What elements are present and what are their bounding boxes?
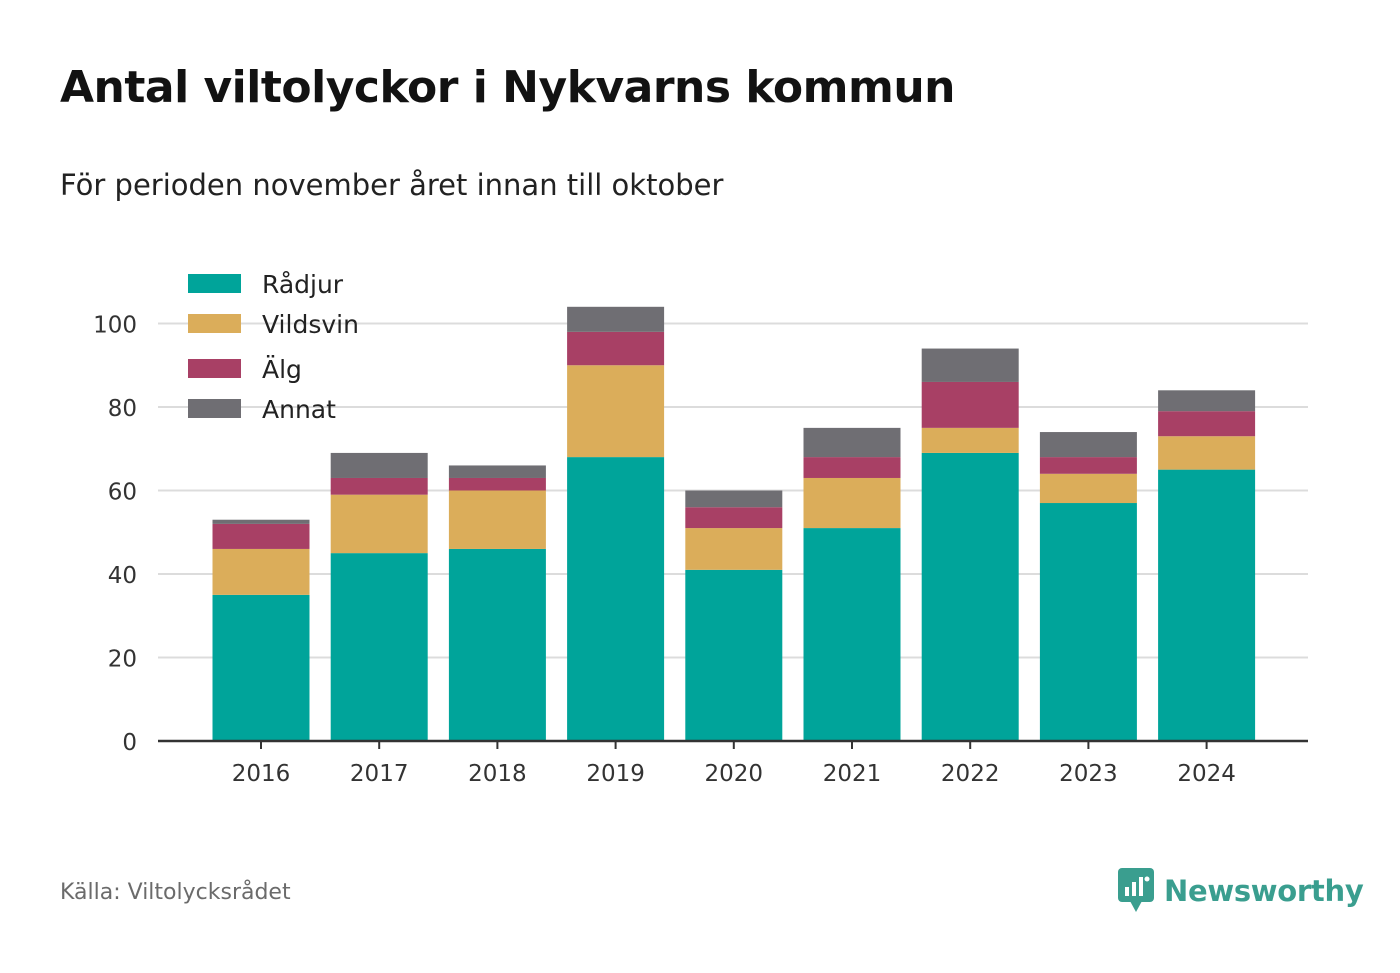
bar-segment-rådjur-2023 [1039, 503, 1137, 741]
bar-segment-älg-2022 [921, 381, 1019, 428]
bar-segment-vildsvin-2021 [803, 477, 901, 529]
bar-segment-annat-2023 [1039, 432, 1137, 458]
bar-segment-vildsvin-2019 [567, 365, 665, 458]
x-tick-label: 2022 [941, 761, 1000, 787]
bar-segment-rådjur-2016 [212, 594, 310, 741]
chart-title: Antal viltolyckor i Nykvarns kommun [60, 62, 956, 113]
bar-segment-rådjur-2019 [567, 457, 665, 741]
newsworthy-icon [1118, 868, 1154, 912]
legend-swatch-älg [188, 359, 241, 378]
legend-swatch-rådjur [188, 274, 241, 293]
y-tick-label: 100 [93, 313, 137, 339]
legend: Rådjur Vildsvin Älg Annat [188, 270, 359, 424]
y-tick-label: 0 [122, 730, 137, 756]
x-tick-label: 2016 [232, 761, 291, 787]
bar-segment-vildsvin-2024 [1158, 436, 1256, 470]
bar-segment-vildsvin-2022 [921, 427, 1019, 453]
bar-segment-vildsvin-2016 [212, 548, 310, 595]
x-tick-label: 2019 [586, 761, 645, 787]
bar-segment-rådjur-2022 [921, 452, 1019, 741]
bar-segment-annat-2020 [685, 490, 783, 508]
y-tick-label: 40 [108, 563, 137, 589]
bars [212, 306, 1256, 741]
bar-segment-älg-2024 [1158, 411, 1256, 437]
bar-segment-annat-2017 [330, 452, 428, 478]
bar-segment-vildsvin-2017 [330, 494, 428, 554]
bar-segment-älg-2017 [330, 477, 428, 495]
bar-segment-vildsvin-2020 [685, 528, 783, 570]
bar-segment-rådjur-2021 [803, 528, 901, 741]
bar-segment-vildsvin-2018 [448, 490, 546, 549]
bar-segment-älg-2019 [567, 331, 665, 366]
bar-segment-rådjur-2020 [685, 569, 783, 741]
bar-segment-annat-2022 [921, 348, 1019, 382]
bar-segment-rådjur-2024 [1158, 469, 1256, 741]
x-tick-label: 2021 [823, 761, 882, 787]
bar-segment-älg-2016 [212, 523, 310, 549]
legend-label: Vildsvin [262, 310, 359, 339]
brand-logo: Newsworthy [1118, 868, 1364, 914]
legend-label: Annat [262, 395, 336, 424]
x-tick-label: 2020 [705, 761, 764, 787]
bar-segment-annat-2018 [448, 465, 546, 478]
bar-segment-älg-2018 [448, 477, 546, 491]
legend-label: Älg [262, 355, 302, 384]
legend-label: Rådjur [262, 270, 344, 299]
bar-segment-rådjur-2018 [448, 548, 546, 741]
legend-swatch-annat [188, 399, 241, 418]
bar-segment-vildsvin-2023 [1039, 473, 1137, 504]
bar-segment-rådjur-2017 [330, 553, 428, 741]
x-tick-label: 2024 [1177, 761, 1236, 787]
chart-subtitle: För perioden november året innan till ok… [60, 168, 724, 202]
legend-swatch-vildsvin [188, 314, 241, 333]
x-tick-label: 2018 [468, 761, 527, 787]
bar-segment-älg-2020 [685, 507, 783, 529]
bar-segment-älg-2021 [803, 457, 901, 478]
bar-segment-annat-2024 [1158, 390, 1256, 412]
source-note: Källa: Viltolycksrådet [60, 880, 291, 905]
brand-name: Newsworthy [1164, 874, 1364, 908]
y-tick-label: 60 [108, 480, 137, 506]
x-tick-label: 2017 [350, 761, 409, 787]
y-tick-label: 20 [108, 647, 137, 673]
bar-segment-annat-2016 [212, 519, 310, 524]
axes: 0 20 40 60 80 100 2016 2017 2018 2019 2020 2021 2022… [93, 313, 1308, 787]
bar-segment-älg-2023 [1039, 457, 1137, 474]
y-tick-label: 80 [108, 396, 137, 422]
x-tick-label: 2023 [1059, 761, 1118, 787]
bar-segment-annat-2019 [567, 306, 665, 332]
bar-segment-annat-2021 [803, 427, 901, 458]
